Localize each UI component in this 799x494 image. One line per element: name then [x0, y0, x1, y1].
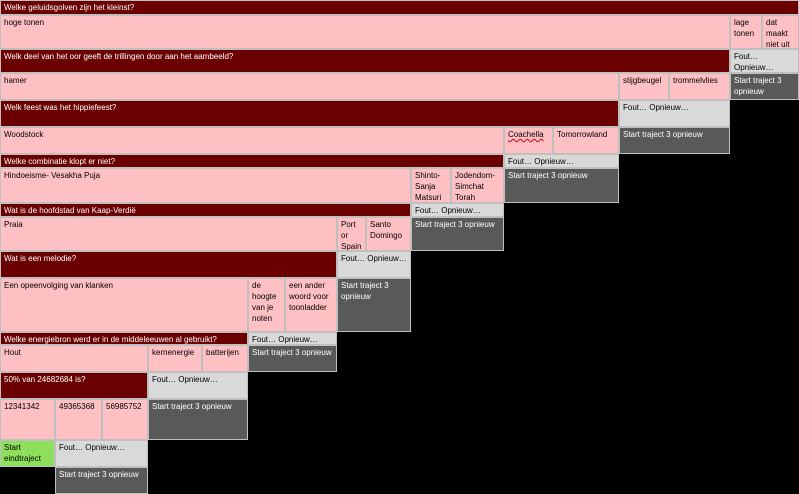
answer-5-correct[interactable]: Praia	[0, 217, 337, 251]
answer-3-option-1-text: Coachella	[508, 130, 544, 139]
answer-3-option-1[interactable]: Coachella	[504, 127, 553, 154]
question-2: Welk deel van het oor geeft de trillinge…	[0, 49, 730, 73]
question-8: 50% van 24682684 is?	[0, 372, 148, 399]
answer-7-option-2[interactable]: batterijen	[202, 345, 248, 372]
answer-5-option-2[interactable]: Santo Domingo	[366, 217, 411, 251]
answer-8-correct[interactable]: 12341342	[0, 399, 55, 440]
restart-button-8[interactable]: Start traject 3 opnieuw	[55, 467, 148, 494]
question-4: Welke combinatie klopt er niet?	[0, 154, 504, 168]
answer-1-option-2[interactable]: dat maakt niet uit	[762, 15, 799, 49]
start-end-button[interactable]: Start eindtraject	[0, 440, 55, 467]
answer-4-correct[interactable]: Hindoeisme- Vesakha Puja	[0, 168, 411, 203]
restart-button-2[interactable]: Start traject 3 opnieuw	[619, 127, 730, 154]
wrong-button-1[interactable]: Fout… Opnieuw…	[730, 49, 799, 73]
restart-button-6[interactable]: Start traject 3 opnieuw	[248, 345, 337, 372]
wrong-button-6[interactable]: Fout… Opnieuw…	[248, 332, 337, 345]
question-6: Wat is een melodie?	[0, 251, 337, 278]
question-3: Welk feest was het hippiefeest?	[0, 100, 619, 127]
restart-button-1[interactable]: Start traject 3 opnieuw	[730, 73, 799, 100]
answer-2-option-1[interactable]: stijgbeugel	[619, 73, 669, 100]
answer-7-correct[interactable]: Hout	[0, 345, 148, 372]
wrong-button-3[interactable]: Fout… Opnieuw…	[504, 154, 619, 168]
restart-button-5[interactable]: Start traject 3 opnieuw	[337, 278, 411, 332]
answer-8-option-2[interactable]: 56985752	[102, 399, 148, 440]
answer-4-option-1[interactable]: Shinto- Sanja Matsuri	[411, 168, 451, 203]
answer-7-option-1[interactable]: kernenergie	[148, 345, 202, 372]
wrong-button-7[interactable]: Fout… Opnieuw…	[148, 372, 248, 399]
answer-6-correct[interactable]: Een opeenvolging van klanken	[0, 278, 248, 332]
answer-1-correct[interactable]: hoge tonen	[0, 15, 730, 49]
wrong-button-8[interactable]: Fout… Opnieuw…	[55, 440, 148, 467]
answer-5-option-1[interactable]: Port or Spain	[337, 217, 366, 251]
question-5: Wat is de hoofdstad van Kaap-Verdië	[0, 203, 411, 217]
answer-1-option-1[interactable]: lage tonen	[730, 15, 762, 49]
answer-6-option-2[interactable]: een ander woord voor toonladder	[285, 278, 337, 332]
restart-button-3[interactable]: Start traject 3 opnieuw	[504, 168, 619, 203]
question-1: Welke geluidsgolven zijn het kleinst?	[0, 0, 799, 15]
answer-2-option-2[interactable]: trommelvlies	[669, 73, 730, 100]
wrong-button-5[interactable]: Fout… Opnieuw…	[337, 251, 411, 278]
restart-button-7[interactable]: Start traject 3 opnieuw	[148, 399, 248, 440]
answer-2-correct[interactable]: hamer	[0, 73, 619, 100]
answer-4-option-2[interactable]: Jodendom- Simchat Torah	[451, 168, 504, 203]
answer-8-option-1[interactable]: 49365368	[55, 399, 102, 440]
wrong-button-2[interactable]: Fout… Opnieuw…	[619, 100, 730, 127]
restart-button-4[interactable]: Start traject 3 opnieuw	[411, 217, 504, 251]
wrong-button-4[interactable]: Fout… Opnieuw…	[411, 203, 504, 217]
question-7: Welke energiebron werd er in de middelee…	[0, 332, 248, 345]
answer-3-option-2[interactable]: Tomorrowland	[553, 127, 619, 154]
answer-3-correct[interactable]: Woodstock	[0, 127, 504, 154]
answer-6-option-1[interactable]: de hoogte van je noten	[248, 278, 285, 332]
